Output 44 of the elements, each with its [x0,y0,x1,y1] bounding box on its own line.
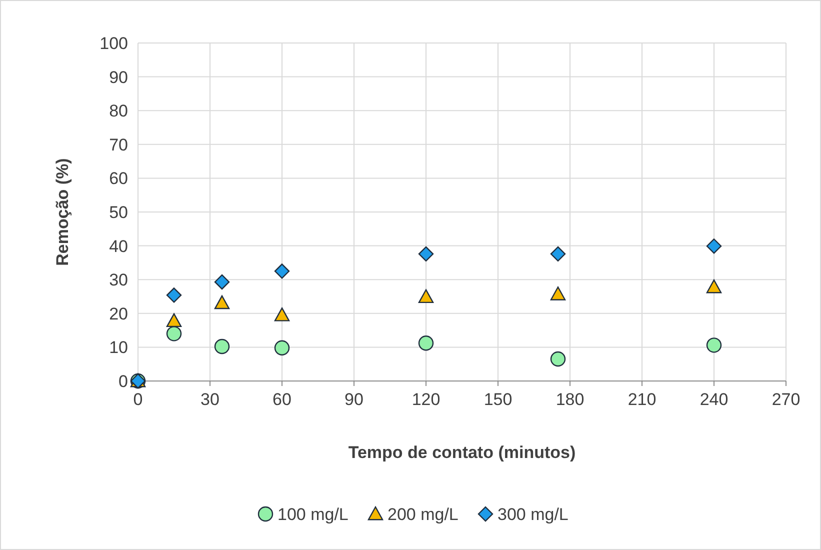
point [166,313,182,328]
x-tick-label: 0 [133,390,143,409]
point [214,274,230,290]
legend-label: 100 mg/L [278,505,348,524]
point [274,340,290,356]
point [706,279,722,294]
point [706,238,722,254]
x-tick-label: 60 [272,390,292,409]
x-tick-label: 240 [700,390,728,409]
y-tick-label: 80 [109,102,128,121]
point [418,246,434,262]
legend-label: 300 mg/L [498,505,568,524]
point [166,326,182,342]
point [550,286,566,300]
x-tick-label: 150 [484,390,512,409]
y-tick-label: 10 [109,338,128,358]
point [418,289,434,304]
point [706,338,722,353]
x-tick-label: 30 [200,390,220,409]
x-tick-label: 120 [412,390,440,409]
x-tick-label: 270 [772,390,800,409]
y-tick-label: 70 [109,135,128,154]
x-tick-label: 210 [628,390,656,409]
x-tick-label: 180 [556,390,584,409]
y-tick-label: 40 [109,236,128,256]
y-tick-label: 100 [100,34,128,53]
y-axis-title: Remoção (%) [53,158,72,266]
y-tick-label: 90 [109,68,128,87]
y-tick-label: 0 [118,372,128,391]
point [274,307,290,322]
point [214,295,230,310]
legend-label: 200 mg/L [388,505,458,524]
y-tick-label: 50 [109,203,128,222]
x-tick-label: 90 [344,390,364,409]
point [166,288,182,303]
point [550,351,566,367]
x-axis-title: Tempo de contato (minutos) [348,443,576,462]
point [418,336,434,351]
point [550,246,566,262]
y-tick-label: 30 [109,270,128,290]
y-tick-label: 20 [109,304,128,324]
point [274,264,290,279]
y-tick-label: 60 [109,169,128,188]
point [214,338,230,354]
